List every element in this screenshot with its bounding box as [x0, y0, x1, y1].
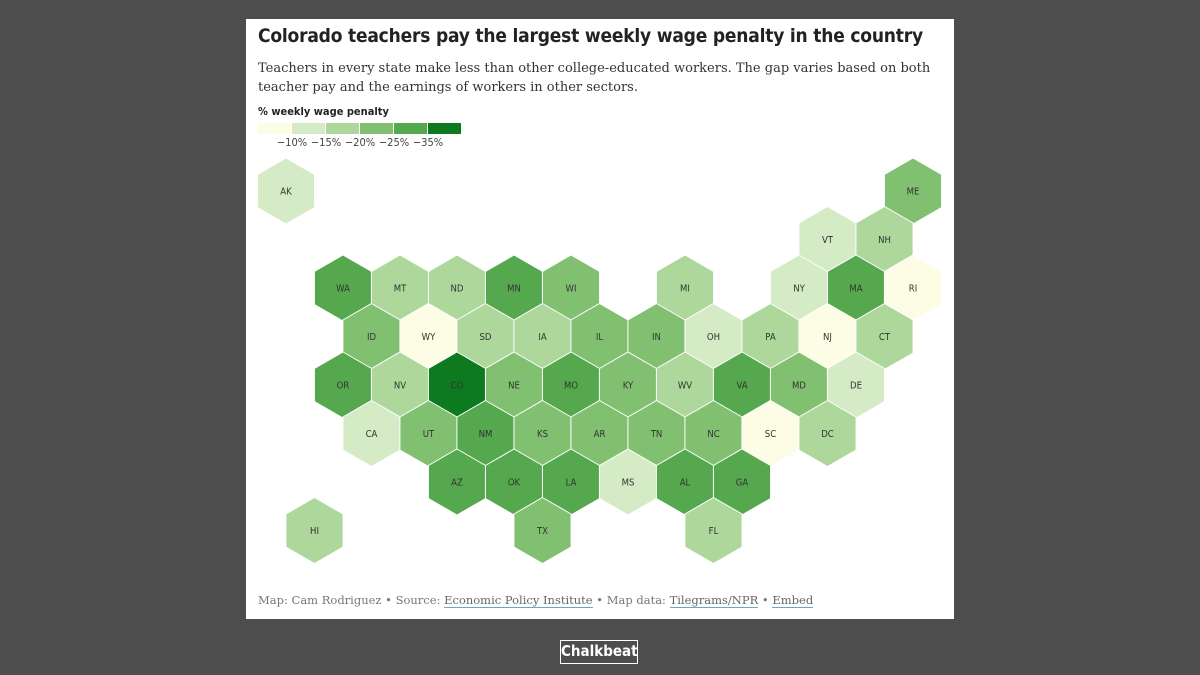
- hex-label-nc: NC: [707, 429, 719, 440]
- hex-label-co: CO: [451, 381, 464, 392]
- hex-shape-fl[interactable]: [684, 496, 743, 565]
- hex-label-al: AL: [680, 478, 691, 489]
- chart-title: Colorado teachers pay the largest weekly…: [258, 25, 923, 47]
- legend-swatch-2: [326, 123, 359, 134]
- hex-label-il: IL: [596, 332, 604, 343]
- hex-label-dc: DC: [821, 429, 834, 440]
- chalkbeat-logo: Chalkbeat: [560, 640, 638, 664]
- hex-label-nh: NH: [878, 235, 891, 246]
- hex-label-ma: MA: [849, 284, 862, 295]
- hex-label-nd: ND: [451, 284, 464, 295]
- legend-title: % weekly wage penalty: [258, 105, 389, 118]
- hex-label-va: VA: [736, 381, 747, 392]
- hex-label-ok: OK: [508, 478, 521, 489]
- hex-label-nv: NV: [394, 381, 406, 392]
- hex-hi[interactable]: HI: [285, 496, 344, 565]
- hex-label-az: AZ: [451, 478, 463, 489]
- legend-label-1: −15%: [310, 136, 342, 149]
- hex-label-mt: MT: [394, 284, 407, 295]
- legend-label-2: −20%: [344, 136, 376, 149]
- hex-label-wy: WY: [422, 332, 436, 343]
- hex-label-la: LA: [566, 478, 577, 489]
- footer-sep-2: •: [758, 593, 773, 607]
- embed-link[interactable]: Embed: [772, 593, 814, 608]
- hex-label-oh: OH: [707, 332, 720, 343]
- hex-label-wv: WV: [678, 381, 692, 392]
- hex-label-id: ID: [367, 332, 377, 343]
- hex-label-fl: FL: [709, 526, 719, 537]
- source-link[interactable]: Economic Policy Institute: [444, 593, 593, 608]
- hex-shape-tx[interactable]: [513, 496, 572, 565]
- footer-sep-1: • Map data:: [592, 593, 670, 607]
- hex-label-ri: RI: [909, 284, 917, 295]
- hex-label-mi: MI: [680, 284, 690, 295]
- hex-label-hi: HI: [310, 526, 319, 537]
- hex-label-pa: PA: [765, 332, 776, 343]
- hex-label-me: ME: [907, 187, 920, 198]
- legend-label-4: −35%: [412, 136, 444, 149]
- hex-fl[interactable]: FL: [684, 496, 743, 565]
- hex-label-ga: GA: [736, 478, 749, 489]
- legend-swatch-4: [394, 123, 427, 134]
- legend-swatch-0: [258, 123, 291, 134]
- hex-label-nj: NJ: [823, 332, 832, 343]
- hex-label-vt: VT: [822, 235, 834, 246]
- legend-labels: −10% −15% −20% −25% −35%: [258, 134, 468, 150]
- hex-tx[interactable]: TX: [513, 496, 572, 565]
- legend-label-0: −10%: [276, 136, 308, 149]
- hex-label-in: IN: [652, 332, 661, 343]
- hex-shape-dc[interactable]: [798, 399, 857, 468]
- hex-label-sc: SC: [765, 429, 776, 440]
- hex-tile-map: AK ME VT NH WA MT ND MN WI MI NY MA RI ID WY SD IA IL IN OH…: [256, 157, 943, 565]
- hex-shape-hi[interactable]: [285, 496, 344, 565]
- hex-label-ks: KS: [537, 429, 548, 440]
- hex-dc[interactable]: DC: [798, 399, 857, 468]
- hex-label-de: DE: [850, 381, 862, 392]
- hex-label-wa: WA: [336, 284, 350, 295]
- map-data-link[interactable]: Tilegrams/NPR: [669, 593, 759, 608]
- hex-label-tn: TN: [650, 429, 663, 440]
- hex-label-ia: IA: [538, 332, 547, 343]
- chart-subtitle: Teachers in every state make less than o…: [258, 61, 931, 95]
- hex-label-ky: KY: [623, 381, 634, 392]
- hex-ak[interactable]: AK: [256, 157, 316, 225]
- footer-credits: Map: Cam Rodriguez • Source: Economic Po…: [258, 593, 814, 608]
- hex-label-or: OR: [337, 381, 350, 392]
- hex-label-ne: NE: [508, 381, 520, 392]
- hex-label-ct: CT: [879, 332, 891, 343]
- hex-label-mn: MN: [507, 284, 521, 295]
- hex-label-ar: AR: [594, 429, 606, 440]
- legend: −10% −15% −20% −25% −35%: [258, 123, 468, 150]
- hex-label-ut: UT: [423, 429, 435, 440]
- hex-label-ms: MS: [622, 478, 635, 489]
- hex-label-tx: TX: [536, 526, 548, 537]
- hex-label-ny: NY: [793, 284, 805, 295]
- hex-label-ca: CA: [366, 429, 378, 440]
- hex-label-nm: NM: [479, 429, 493, 440]
- footer-byline: Map: Cam Rodriguez • Source:: [258, 593, 445, 607]
- legend-swatch-1: [292, 123, 325, 134]
- hex-shape-ak[interactable]: [256, 157, 316, 225]
- hex-label-mo: MO: [564, 381, 578, 392]
- legend-swatches: [258, 123, 468, 134]
- legend-swatch-5: [428, 123, 461, 134]
- legend-label-3: −25%: [378, 136, 410, 149]
- hex-label-md: MD: [792, 381, 806, 392]
- hex-label-ak: AK: [280, 187, 292, 198]
- map-card: Colorado teachers pay the largest weekly…: [246, 19, 954, 619]
- hex-label-sd: SD: [479, 332, 491, 343]
- legend-swatch-3: [360, 123, 393, 134]
- hex-label-wi: WI: [566, 284, 577, 295]
